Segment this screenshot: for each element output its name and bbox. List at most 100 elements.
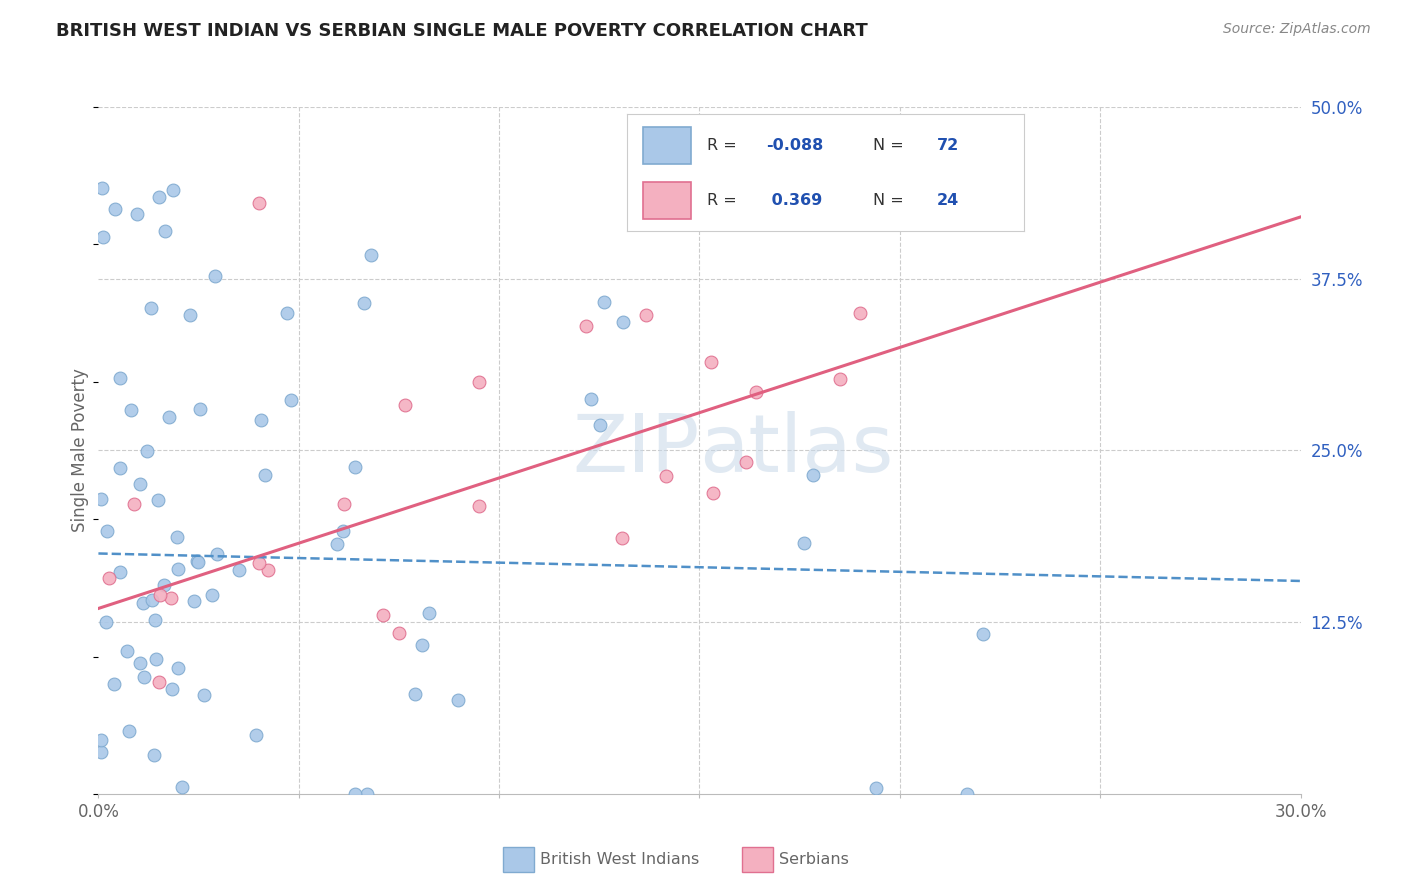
Point — [404, 687, 426, 701]
Point — [170, 780, 193, 795]
Point — [145, 651, 167, 665]
Point — [792, 536, 814, 550]
Point — [187, 555, 209, 569]
Point — [157, 409, 180, 424]
Point — [96, 615, 118, 629]
Point — [179, 309, 201, 323]
Point — [129, 476, 152, 491]
Point — [103, 677, 125, 691]
Point — [160, 591, 183, 606]
Point — [127, 207, 149, 221]
Point — [132, 670, 155, 684]
Text: ZIP: ZIP — [572, 411, 700, 490]
Point — [699, 354, 721, 368]
Point — [167, 562, 190, 576]
Point — [122, 497, 145, 511]
Point — [162, 183, 184, 197]
Point — [593, 295, 616, 310]
Point — [744, 385, 766, 400]
Point — [702, 485, 724, 500]
Point — [332, 497, 354, 511]
Point — [160, 681, 183, 696]
Point — [96, 524, 118, 539]
Point — [148, 675, 170, 690]
Point — [257, 563, 280, 577]
Point — [344, 459, 367, 474]
Point — [575, 318, 598, 333]
Point — [207, 548, 229, 562]
Point — [152, 578, 174, 592]
Point — [104, 202, 127, 217]
Point — [90, 745, 112, 759]
Point — [849, 306, 872, 320]
Point — [186, 554, 208, 568]
Point — [146, 493, 169, 508]
Point — [735, 455, 758, 469]
Point — [128, 656, 150, 670]
Point — [254, 468, 277, 483]
Point — [148, 189, 170, 203]
Point — [98, 571, 121, 585]
Point — [353, 296, 375, 310]
Point — [166, 531, 188, 545]
Point — [655, 468, 678, 483]
Point — [143, 613, 166, 627]
Point — [110, 565, 132, 579]
Point — [828, 371, 851, 385]
Point — [193, 688, 215, 702]
Point — [149, 589, 172, 603]
Point — [865, 780, 887, 795]
Point — [468, 499, 491, 513]
Point — [373, 607, 395, 622]
Point — [132, 596, 155, 610]
Point — [201, 588, 224, 602]
Point — [90, 492, 112, 507]
Point — [589, 417, 612, 432]
Point — [183, 593, 205, 607]
Point — [90, 733, 112, 747]
Point — [249, 413, 271, 427]
Point — [612, 314, 634, 328]
Point — [136, 444, 159, 458]
Point — [188, 401, 211, 416]
Point — [326, 537, 349, 551]
Point — [418, 607, 440, 621]
Point — [228, 563, 250, 577]
Point — [956, 787, 979, 801]
Point — [634, 308, 657, 322]
Point — [972, 626, 994, 640]
Point — [245, 728, 267, 742]
Point — [118, 724, 141, 739]
Point — [204, 269, 226, 284]
Text: Source: ZipAtlas.com: Source: ZipAtlas.com — [1223, 22, 1371, 37]
Text: Serbians: Serbians — [779, 853, 849, 867]
Text: BRITISH WEST INDIAN VS SERBIAN SINGLE MALE POVERTY CORRELATION CHART: BRITISH WEST INDIAN VS SERBIAN SINGLE MA… — [56, 22, 868, 40]
Point — [343, 787, 366, 801]
Point — [468, 375, 491, 389]
Point — [247, 556, 270, 570]
Point — [167, 660, 190, 674]
Point — [120, 403, 142, 417]
Point — [612, 531, 634, 545]
Point — [579, 392, 602, 407]
Point — [411, 638, 433, 652]
Point — [108, 461, 131, 475]
Point — [117, 643, 139, 657]
Point — [276, 306, 298, 320]
Point — [139, 301, 162, 315]
Point — [360, 247, 382, 261]
Point — [394, 398, 416, 412]
Text: atlas: atlas — [700, 411, 894, 490]
Point — [801, 468, 824, 483]
Point — [91, 181, 114, 195]
Point — [143, 748, 166, 763]
Y-axis label: Single Male Poverty: Single Male Poverty — [70, 368, 89, 533]
Point — [108, 371, 131, 385]
Point — [280, 392, 302, 407]
Point — [141, 592, 163, 607]
Point — [93, 229, 115, 244]
Point — [356, 787, 378, 801]
Point — [247, 196, 270, 211]
Text: British West Indians: British West Indians — [540, 853, 699, 867]
Point — [153, 224, 176, 238]
